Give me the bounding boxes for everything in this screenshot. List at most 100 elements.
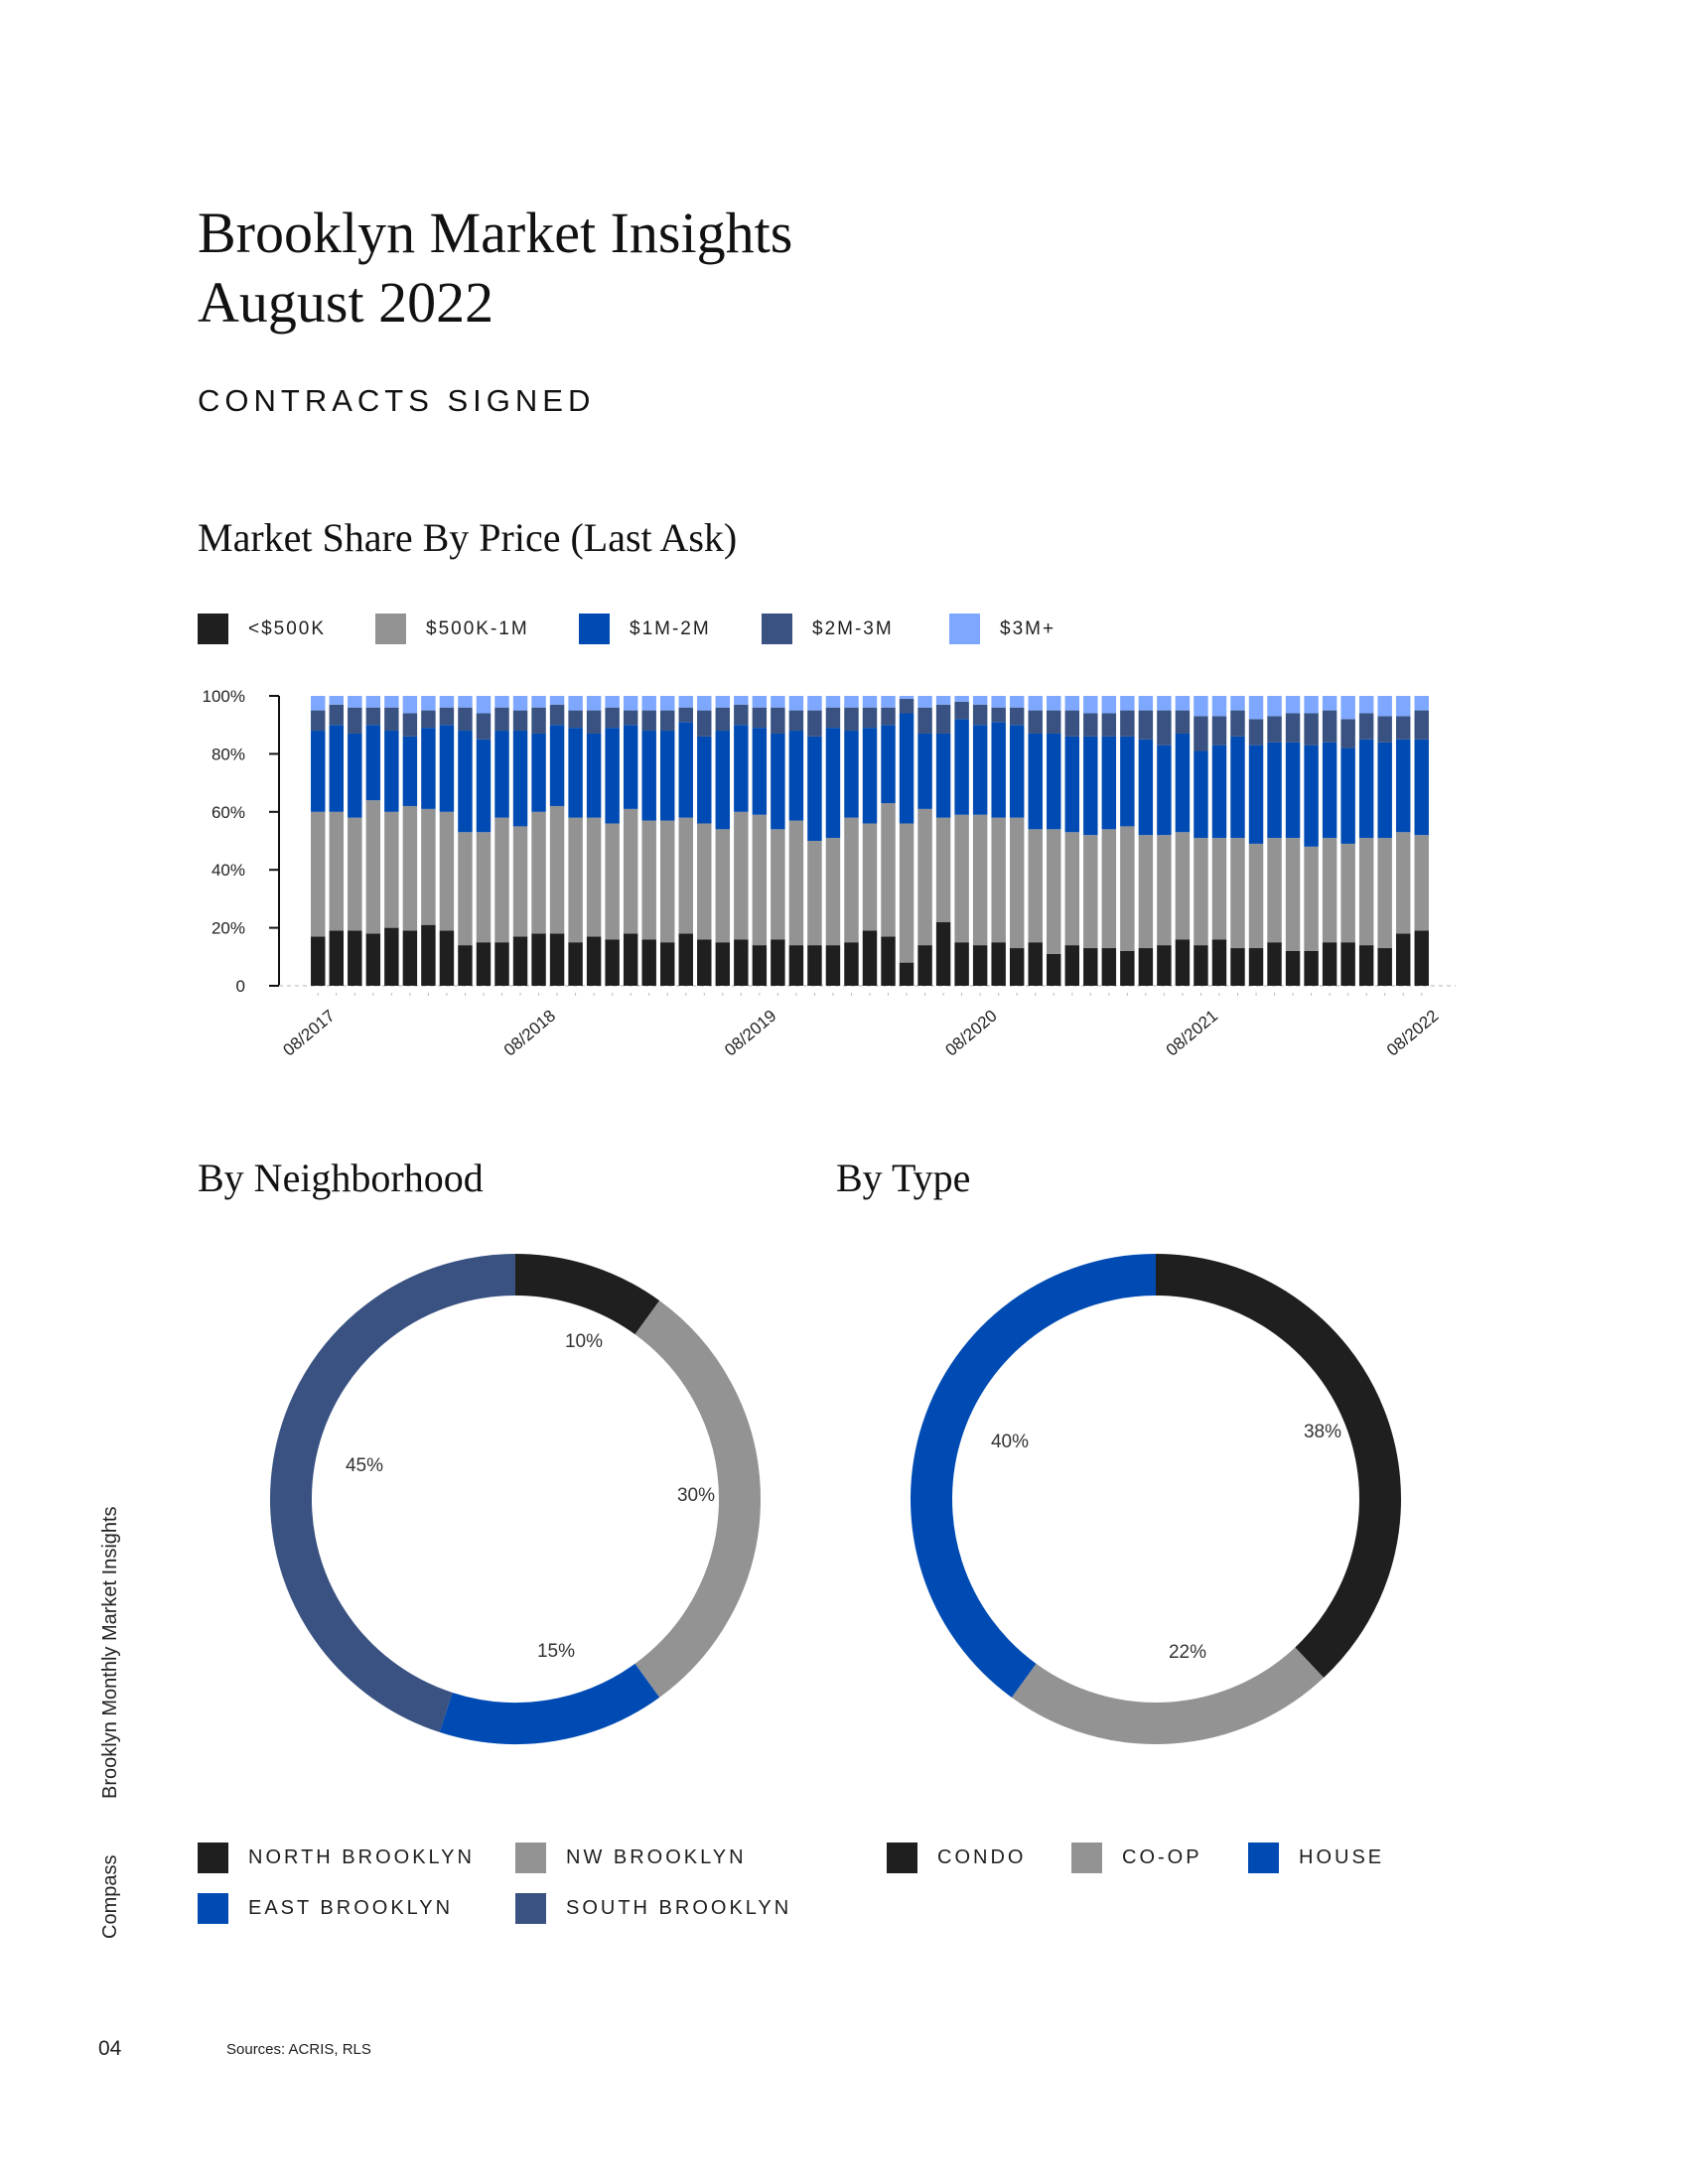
bar-segment-500k-1m [991, 817, 1006, 943]
bar-segment-2m-3m [1358, 713, 1374, 740]
bar-segment-2m-3m [844, 707, 859, 732]
bar-segment-500k-1m [641, 820, 656, 940]
bar-segment-500k-1m [458, 832, 473, 946]
bar-segment-500k-1m [1267, 838, 1282, 943]
bar-segment-1m-2m [623, 725, 638, 809]
bar-segment-3m [1322, 696, 1337, 711]
bar-segment-1m-2m [678, 722, 693, 818]
bar-segment-500k-1m [549, 805, 565, 934]
bar-segment-500k-1m [715, 829, 731, 943]
bar-segment-1m-2m [476, 739, 492, 833]
bar-segment-2m-3m [311, 710, 326, 732]
bar-segment-500k-1m [1395, 832, 1411, 934]
bar-segment-500k [531, 933, 546, 986]
bar-segment-500k-1m [531, 811, 546, 934]
x-tick-label: 08/2019 [721, 1007, 779, 1060]
bar-segment-3m [1230, 696, 1245, 711]
bar-segment-500k [678, 933, 693, 986]
legend-swatch [579, 614, 610, 644]
bar-segment-1m-2m [1322, 742, 1337, 839]
bar-segment-500k-1m [1138, 835, 1154, 949]
legend-label: CO-OP [1122, 1846, 1202, 1868]
bar-segment-3m [641, 696, 656, 711]
bar-segment-500k [1101, 948, 1117, 986]
by-neighborhood-donut: 10% 30% 15% 45% [270, 1254, 761, 1744]
bar-segment-1m-2m [439, 725, 455, 812]
bar-segment-3m [531, 696, 546, 708]
bar-segment-1m-2m [1120, 736, 1135, 827]
bar-segment-1m-2m [1138, 739, 1154, 836]
bar-segment-3m [476, 696, 492, 714]
bar-segment-3m [899, 696, 914, 699]
page-title: Brooklyn Market Insights August 2022 [198, 199, 792, 338]
bar-segment-1m-2m [458, 731, 473, 833]
bar-segment-1m-2m [715, 731, 731, 830]
bar-segment-500k-1m [1304, 846, 1319, 951]
bar-segment-2m-3m [365, 707, 381, 726]
bar-segment-500k-1m [771, 829, 785, 940]
bar-segment-1m-2m [771, 733, 785, 830]
bar-segment-500k-1m [1194, 838, 1208, 946]
bar-segment-1m-2m [1395, 739, 1411, 833]
bar-segment-1m-2m [1304, 745, 1319, 847]
type-chart-title: By Type [836, 1156, 971, 1200]
bar-segment-3m [660, 696, 675, 711]
stacked-bar-chart: 0 20% 40% 60% 80% 100% 08/2017 08/2018 08/2019 08… [203, 687, 1456, 1060]
bar-segment-500k [1157, 945, 1172, 986]
bar-segment-500k-1m [439, 811, 455, 931]
section-heading: CONTRACTS SIGNED [198, 383, 596, 418]
bar-segment-2m-3m [991, 707, 1006, 723]
bar-segment-3m [954, 696, 969, 702]
bar-segment-500k-1m [348, 817, 362, 931]
page-number: 04 [98, 2037, 122, 2060]
legend-item-co-op: CO-OP [1071, 1843, 1202, 1873]
bar-segment-1m-2m [402, 736, 418, 806]
bar-segment-3m [568, 696, 583, 711]
bar-segment-3m [1358, 696, 1374, 714]
slice-label: 30% [677, 1485, 715, 1506]
bar-segment-500k-1m [862, 823, 878, 931]
bar-segment-3m [384, 696, 399, 708]
bar-segment-500k [881, 936, 896, 986]
x-tick-label: 08/2020 [941, 1007, 1000, 1060]
bar-segment-500k [1028, 942, 1043, 986]
bar-segment-500k-1m [421, 808, 436, 925]
bar-segment-500k [899, 962, 914, 986]
bar-segment-2m-3m [1395, 716, 1411, 740]
bar-segment-500k [439, 930, 455, 986]
bar-segment-2m-3m [678, 707, 693, 723]
y-tick-label: 40% [211, 861, 245, 880]
bar-segment-2m-3m [512, 710, 528, 732]
bar-segment-2m-3m [917, 707, 932, 734]
bar-segment-3m [402, 696, 418, 714]
bar-segment-500k [825, 945, 841, 986]
bar-segment-3m [1157, 696, 1172, 711]
x-tick-label: 08/2018 [500, 1007, 559, 1060]
bar-segment-2m-3m [494, 707, 509, 732]
legend-label: <$500K [248, 617, 327, 639]
bar-segment-500k-1m [568, 817, 583, 943]
bar-segment-2m-3m [715, 707, 731, 732]
bar-segment-2m-3m [1304, 713, 1319, 746]
slice-label: 15% [537, 1641, 575, 1662]
bar-segment-500k-1m [329, 811, 345, 931]
bar-segment-500k-1m [1083, 835, 1098, 949]
bar-segment-500k [1083, 948, 1098, 986]
bar-segment-2m-3m [421, 710, 436, 729]
bar-segment-500k-1m [734, 811, 749, 940]
bar-segment-2m-3m [1009, 707, 1025, 726]
bar-segment-2m-3m [972, 704, 988, 726]
legend-item-1m-2m: $1M-2M [579, 614, 711, 644]
bar-segment-1m-2m [660, 731, 675, 821]
bar-segment-3m [1377, 696, 1392, 717]
bar-segment-1m-2m [899, 713, 914, 824]
bar-segment-2m-3m [1248, 719, 1264, 746]
bar-segment-500k [1047, 953, 1061, 986]
bar-segment-500k-1m [494, 817, 509, 943]
bar-segment-2m-3m [825, 707, 841, 729]
bar-segment-2m-3m [1322, 710, 1337, 743]
bar-segment-500k [1230, 948, 1245, 986]
bar-segment-2m-3m [531, 707, 546, 734]
bar-segment-1m-2m [734, 725, 749, 812]
bar-segment-3m [825, 696, 841, 708]
